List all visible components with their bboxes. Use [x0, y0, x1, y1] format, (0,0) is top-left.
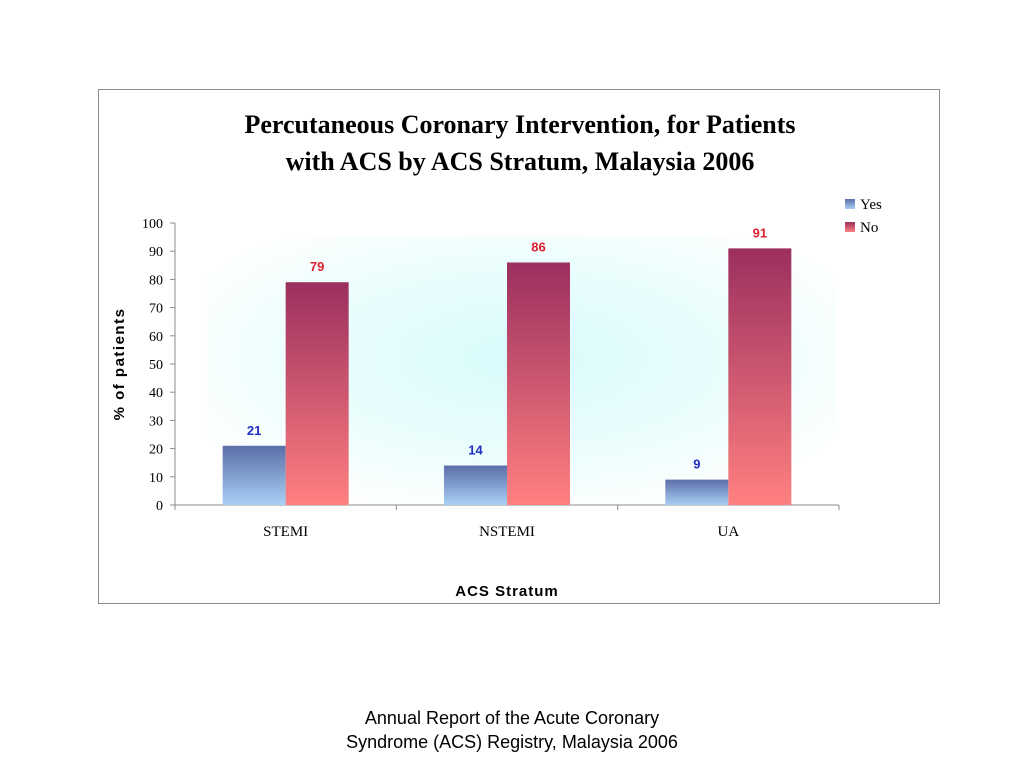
- footer-line-1: Annual Report of the Acute Coronary: [364, 708, 660, 728]
- legend-swatch-no: [845, 222, 855, 232]
- chart-title: Percutaneous Coronary Intervention, for …: [99, 106, 941, 180]
- y-tick-label: 80: [149, 273, 163, 288]
- chart-title-line-1: Percutaneous Coronary Intervention, for …: [244, 110, 796, 139]
- legend-label-no: No: [860, 220, 878, 236]
- y-tick-label: 20: [149, 443, 163, 458]
- legend-swatch-yes: [845, 199, 855, 209]
- data-label: 79: [310, 259, 324, 274]
- y-tick-label: 0: [156, 499, 163, 514]
- data-label: 91: [753, 225, 767, 240]
- y-tick-label: 30: [149, 414, 163, 429]
- x-tick-label: STEMI: [263, 524, 308, 540]
- footer-caption: Annual Report of the Acute Coronary Synd…: [0, 706, 1024, 754]
- bar-yes-ua: [665, 479, 729, 505]
- data-label: 86: [531, 239, 545, 254]
- bar-chart: 0 10 20 30 40 50 60 70 80 90 100 STEMI NSTEMI UA 21 79…: [111, 197, 882, 600]
- y-tick-label: 100: [142, 217, 163, 232]
- legend-label-yes: Yes: [860, 197, 882, 213]
- y-axis-label: % of patients: [111, 308, 128, 421]
- y-tick-label: 50: [149, 358, 163, 373]
- x-tick-label: UA: [717, 524, 739, 540]
- data-label: 14: [468, 443, 483, 458]
- x-tick-label: NSTEMI: [479, 524, 535, 540]
- x-axis-label: ACS Stratum: [455, 583, 559, 600]
- y-tick-label: 90: [149, 245, 163, 260]
- chart-container: Percutaneous Coronary Intervention, for …: [98, 89, 940, 604]
- bar-no-ua: [728, 248, 792, 505]
- y-tick-label: 10: [149, 471, 163, 486]
- footer-line-2: Syndrome (ACS) Registry, Malaysia 2006: [346, 732, 678, 752]
- bar-yes-stemi: [222, 445, 286, 505]
- y-tick-label: 70: [149, 302, 163, 317]
- y-tick-label: 60: [149, 330, 163, 345]
- bar-no-stemi: [285, 282, 349, 505]
- bar-yes-nstemi: [444, 465, 507, 505]
- data-label: 9: [693, 457, 700, 472]
- chart-title-line-2: with ACS by ACS Stratum, Malaysia 2006: [285, 147, 755, 176]
- data-label: 21: [247, 423, 261, 438]
- bar-no-nstemi: [507, 262, 570, 505]
- y-tick-label: 40: [149, 386, 163, 401]
